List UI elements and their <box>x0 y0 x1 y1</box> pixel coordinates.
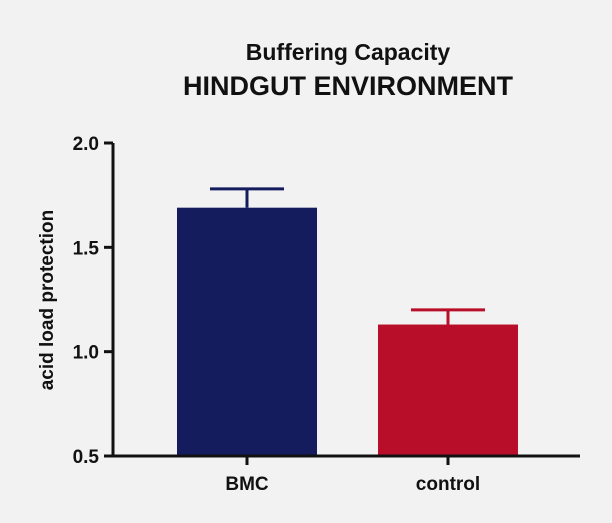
plot-area <box>177 187 518 456</box>
y-tick-label: 0.5 <box>73 447 100 468</box>
y-tick-label: 1.0 <box>73 343 99 364</box>
y-tick-label: 2.0 <box>73 134 99 155</box>
chart-subtitle: HINDGUT ENVIRONMENT <box>183 71 514 101</box>
chart-title: Buffering Capacity <box>246 39 451 65</box>
bar-control <box>378 324 518 456</box>
bar-bmc <box>177 207 317 456</box>
x-tick-label: BMC <box>225 474 269 495</box>
x-tick-label: control <box>416 474 480 495</box>
y-tick-label: 1.5 <box>73 238 100 259</box>
y-axis-label: acid load protection <box>37 210 58 391</box>
x-ticks: BMC control <box>225 456 480 495</box>
y-ticks: 0.5 1.0 1.5 2.0 <box>73 134 113 468</box>
